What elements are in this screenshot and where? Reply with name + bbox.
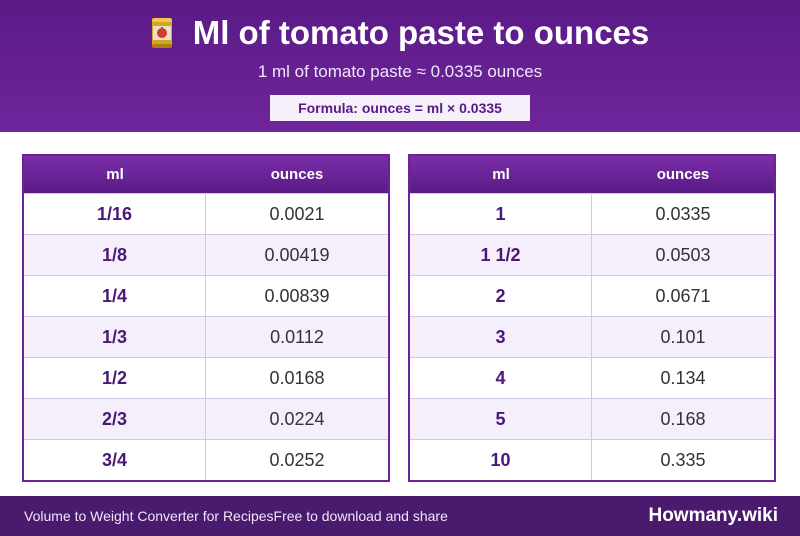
cell-ml: 10 <box>410 440 592 480</box>
cell-ml: 1/16 <box>24 194 206 234</box>
table-row: 1/4 0.00839 <box>24 275 388 316</box>
formula-badge: Formula: ounces = ml × 0.0335 <box>270 95 530 121</box>
cell-ounces: 0.0224 <box>269 409 325 429</box>
cell-ounces: 0.0671 <box>655 286 711 306</box>
cell-ml: 4 <box>410 358 592 398</box>
cell-ml: 1 <box>410 194 592 234</box>
tomato-can-icon <box>151 16 173 50</box>
table-row: 2 0.0671 <box>410 275 774 316</box>
column-header-ounces: ounces <box>270 166 324 183</box>
table-row: 1 1/2 0.0503 <box>410 234 774 275</box>
page-title: Ml of tomato paste to ounces <box>192 14 650 51</box>
cell-ml: 1 1/2 <box>410 235 592 275</box>
table-row: 1/3 0.0112 <box>24 316 388 357</box>
cell-ml: 3/4 <box>24 440 206 480</box>
cell-ml: 2 <box>410 276 592 316</box>
cell-ounces: 0.00419 <box>264 245 330 265</box>
conversion-table-right: ml ounces 1 0.0335 1 1/2 0.0503 2 0.0671 3 0… <box>408 154 776 482</box>
cell-ounces: 0.0252 <box>269 450 325 470</box>
cell-ml: 2/3 <box>24 399 206 439</box>
footer-bar: Volume to Weight Converter for RecipesFr… <box>0 496 800 536</box>
cell-ounces: 0.0112 <box>270 327 324 347</box>
table-row: 1 0.0335 <box>410 193 774 234</box>
footer-caption: Volume to Weight Converter for RecipesFr… <box>24 508 448 524</box>
cell-ml: 5 <box>410 399 592 439</box>
subtitle: 1 ml of tomato paste ≈ 0.0335 ounces <box>257 62 543 81</box>
cell-ml: 3 <box>410 317 592 357</box>
conversion-table-left: ml ounces 1/16 0.0021 1/8 0.00419 1/4 0.008… <box>22 154 390 482</box>
table-header: ml ounces <box>410 156 774 193</box>
header-banner: Ml of tomato paste to ounces 1 ml of tom… <box>0 0 800 132</box>
cell-ounces: 0.134 <box>660 368 706 388</box>
title-row: Ml of tomato paste to ounces <box>0 14 800 52</box>
cell-ounces: 0.0503 <box>655 245 711 265</box>
cell-ounces: 0.168 <box>660 409 706 429</box>
cell-ounces: 0.0335 <box>655 204 711 224</box>
cell-ounces: 0.335 <box>660 450 706 470</box>
table-row: 1/16 0.0021 <box>24 193 388 234</box>
cell-ml: 1/2 <box>24 358 206 398</box>
table-row: 10 0.335 <box>410 439 774 480</box>
cell-ounces: 0.00839 <box>264 286 330 306</box>
cell-ounces: 0.101 <box>660 327 706 347</box>
table-row: 4 0.134 <box>410 357 774 398</box>
cell-ml: 1/8 <box>24 235 206 275</box>
table-row: 3/4 0.0252 <box>24 439 388 480</box>
table-row: 3 0.101 <box>410 316 774 357</box>
cell-ml: 1/3 <box>24 317 206 357</box>
brand-link[interactable]: Howmany.wiki <box>648 505 778 526</box>
cell-ounces: 0.0021 <box>269 204 325 224</box>
table-row: 1/8 0.00419 <box>24 234 388 275</box>
table-row: 1/2 0.0168 <box>24 357 388 398</box>
table-header: ml ounces <box>24 156 388 193</box>
cell-ounces: 0.0168 <box>269 368 325 388</box>
column-header-ml: ml <box>106 166 124 183</box>
cell-ml: 1/4 <box>24 276 206 316</box>
table-row: 2/3 0.0224 <box>24 398 388 439</box>
column-header-ounces: ounces <box>656 166 710 183</box>
table-row: 5 0.168 <box>410 398 774 439</box>
column-header-ml: ml <box>492 166 510 183</box>
